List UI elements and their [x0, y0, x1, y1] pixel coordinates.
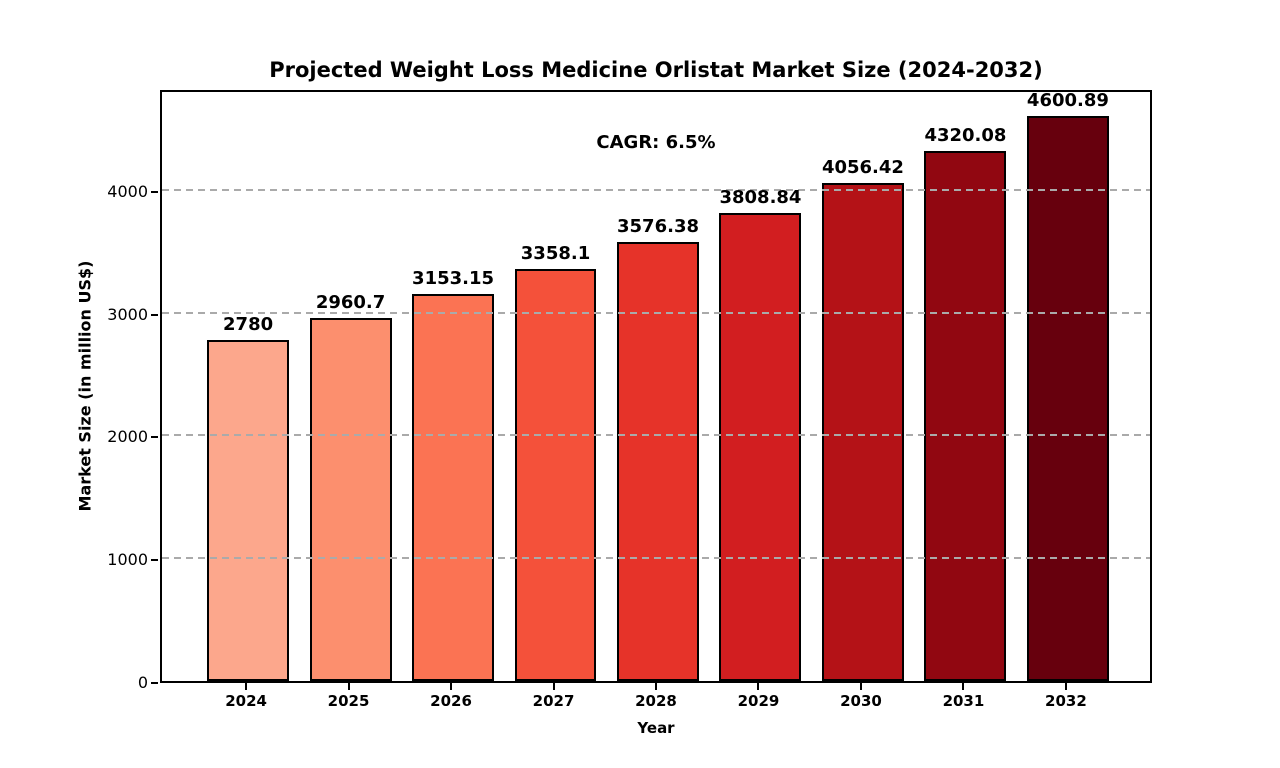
bar-value-label-2032: 4600.89: [1026, 90, 1109, 112]
x-tick-mark-2029: [757, 683, 760, 690]
bar-2027: [514, 268, 597, 681]
bar-2025: [309, 317, 392, 681]
y-tick-label-0: 0: [137, 673, 148, 692]
y-tick-label-1000: 1000: [107, 550, 148, 570]
x-tick-mark-2028: [655, 683, 657, 690]
x-tick-mark-2025: [347, 683, 350, 690]
x-tick-label-2030: 2030: [840, 692, 882, 710]
x-tick-mark-2024: [245, 683, 248, 690]
x-axis-label: Year: [637, 719, 675, 737]
bar-2030: [821, 182, 904, 681]
x-tick-label-2032: 2032: [1045, 692, 1087, 710]
x-tick-mark-2026: [450, 683, 453, 690]
bar-2031: [924, 150, 1007, 681]
x-tick-label-2026: 2026: [430, 692, 472, 710]
x-tick-label-2025: 2025: [327, 692, 370, 710]
bar-value-label-2030: 4056.42: [821, 156, 904, 178]
y-tick-label-2000: 2000: [107, 427, 148, 447]
x-tick-mark-2030: [859, 683, 862, 690]
y-tick-label-4000: 4000: [107, 181, 148, 201]
bar-value-label-2027: 3358.1: [520, 242, 591, 264]
x-tick-label-2027: 2027: [532, 692, 575, 710]
plot-area: CAGR: 6.5% 2780 2960.7 3153.15 3358.1 3576.3…: [160, 90, 1152, 683]
bar-2028: [617, 241, 699, 681]
x-tick-label-2031: 2031: [942, 692, 985, 710]
bar-value-label-2025: 2960.7: [315, 291, 386, 313]
y-tick-mark-0: [151, 682, 158, 684]
y-tick-label-3000: 3000: [107, 304, 148, 324]
bar-2026: [412, 293, 495, 681]
x-tick-mark-2032: [1064, 683, 1067, 690]
bar-2029: [719, 213, 802, 681]
y-tick-mark-2000: [151, 436, 158, 439]
bar-value-label-2026: 3153.15: [412, 267, 495, 289]
bar-value-label-2031: 4320.08: [924, 124, 1007, 146]
bar-2024: [207, 339, 290, 681]
cagr-annotation: CAGR: 6.5%: [596, 132, 716, 153]
chart-title: Projected Weight Loss Medicine Orlistat …: [269, 58, 1043, 82]
y-axis-label: Market Size (in million US$): [75, 260, 95, 512]
x-tick-label-2029: 2029: [737, 692, 780, 710]
x-tick-label-2028: 2028: [635, 692, 677, 710]
x-tick-mark-2027: [552, 683, 555, 690]
y-tick-mark-4000: [151, 190, 158, 193]
bar-2032: [1026, 116, 1109, 681]
x-tick-label-2024: 2024: [225, 692, 267, 710]
y-tick-mark-3000: [151, 313, 158, 316]
x-tick-mark-2031: [962, 683, 965, 690]
y-tick-mark-1000: [151, 559, 158, 562]
bar-value-label-2029: 3808.84: [719, 187, 802, 209]
bar-value-label-2028: 3576.38: [617, 215, 699, 237]
bar-value-label-2024: 2780: [223, 313, 274, 335]
